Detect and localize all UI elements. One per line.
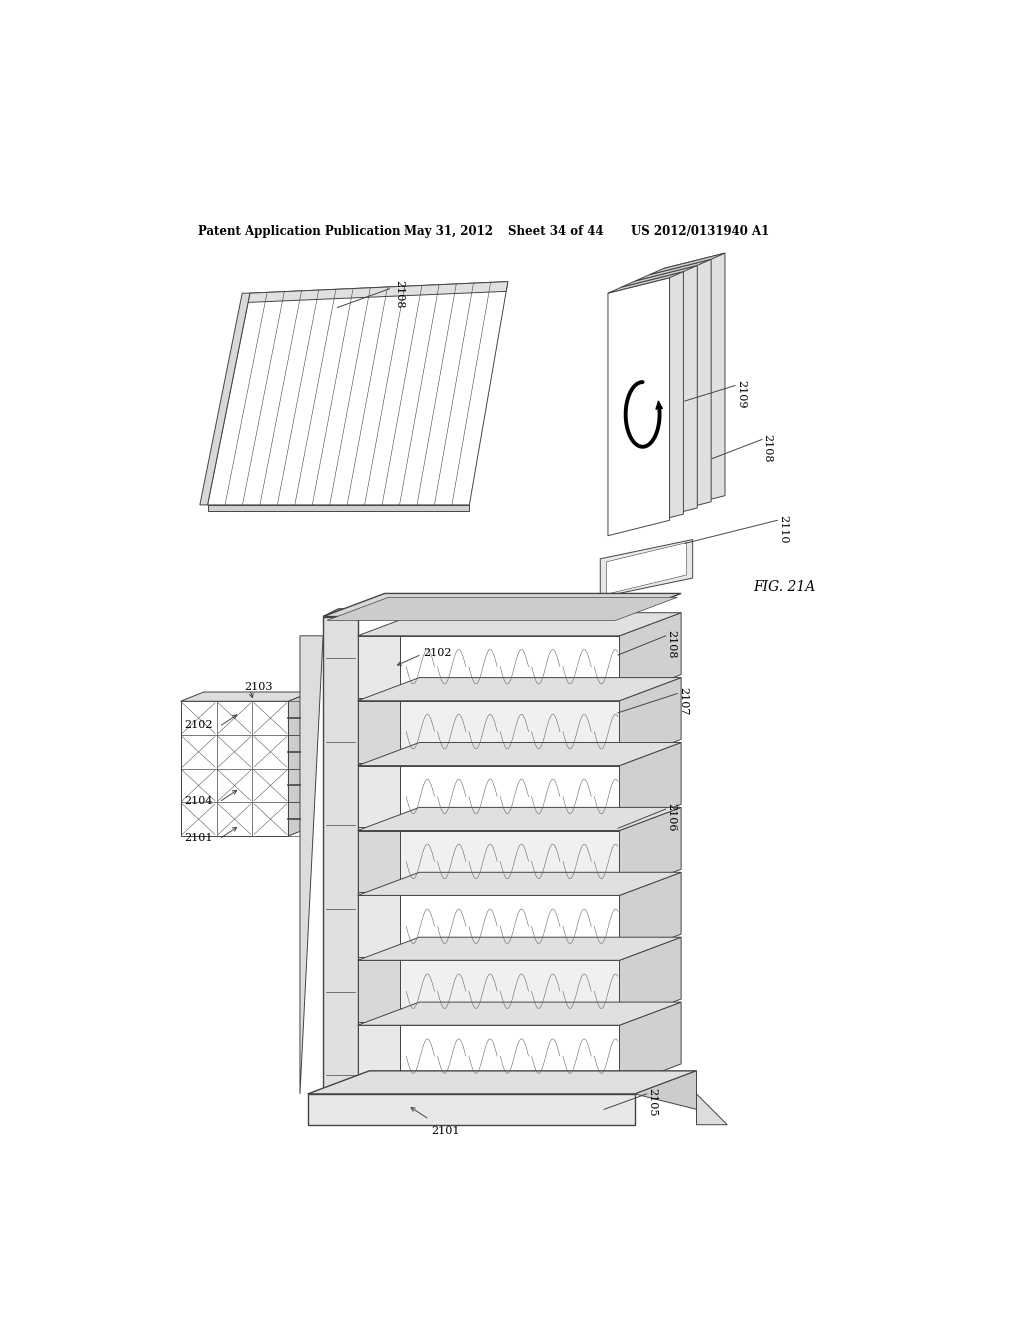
Polygon shape [248, 281, 508, 302]
Text: 2101: 2101 [431, 1126, 460, 1135]
Polygon shape [289, 692, 311, 836]
Polygon shape [357, 1026, 400, 1088]
Polygon shape [649, 259, 711, 517]
Polygon shape [620, 612, 681, 698]
Polygon shape [636, 259, 711, 281]
Polygon shape [357, 742, 681, 766]
Polygon shape [208, 506, 469, 511]
Polygon shape [620, 742, 681, 828]
Polygon shape [400, 636, 620, 698]
Polygon shape [323, 616, 357, 1117]
Text: 2102: 2102 [423, 648, 452, 659]
Text: 2105: 2105 [647, 1088, 657, 1117]
Text: Sheet 34 of 44: Sheet 34 of 44 [508, 226, 603, 239]
Polygon shape [608, 277, 670, 536]
Text: 2102: 2102 [184, 721, 213, 730]
Polygon shape [357, 937, 681, 961]
Polygon shape [357, 808, 681, 830]
Text: 2109: 2109 [736, 380, 745, 409]
Polygon shape [357, 612, 681, 636]
Polygon shape [606, 543, 686, 594]
Polygon shape [200, 293, 250, 506]
Polygon shape [357, 636, 400, 698]
Polygon shape [664, 253, 725, 511]
Text: 2101: 2101 [184, 833, 213, 843]
Polygon shape [357, 873, 681, 895]
Polygon shape [400, 701, 620, 763]
Polygon shape [357, 895, 400, 957]
Polygon shape [620, 873, 681, 957]
Text: 2106: 2106 [667, 803, 677, 832]
Polygon shape [307, 1094, 635, 1125]
Polygon shape [400, 895, 620, 957]
Polygon shape [620, 937, 681, 1022]
Polygon shape [400, 766, 620, 828]
Polygon shape [357, 677, 681, 701]
Polygon shape [622, 272, 683, 529]
Text: May 31, 2012: May 31, 2012 [403, 226, 493, 239]
Text: 2108: 2108 [394, 280, 403, 309]
Polygon shape [400, 1026, 620, 1088]
Polygon shape [323, 594, 681, 616]
Polygon shape [323, 609, 373, 616]
Polygon shape [307, 1071, 696, 1094]
Text: 2107: 2107 [678, 688, 688, 715]
Text: 2108: 2108 [763, 434, 773, 462]
Polygon shape [180, 692, 311, 701]
Polygon shape [600, 540, 692, 598]
Text: US 2012/0131940 A1: US 2012/0131940 A1 [631, 226, 769, 239]
Polygon shape [635, 1071, 696, 1109]
Text: FIG. 21A: FIG. 21A [753, 581, 815, 594]
Text: 2110: 2110 [778, 515, 788, 544]
Polygon shape [620, 808, 681, 892]
Text: 2103: 2103 [245, 682, 273, 692]
Text: 2108: 2108 [667, 630, 677, 659]
Text: 2104: 2104 [184, 796, 213, 807]
Polygon shape [620, 677, 681, 763]
Polygon shape [208, 281, 508, 506]
Polygon shape [622, 265, 697, 286]
Polygon shape [400, 830, 620, 892]
Polygon shape [180, 701, 289, 836]
Polygon shape [357, 830, 400, 892]
Polygon shape [327, 598, 677, 620]
Polygon shape [696, 1094, 727, 1125]
Polygon shape [357, 701, 400, 763]
Polygon shape [636, 265, 697, 524]
Polygon shape [357, 1002, 681, 1026]
Polygon shape [608, 272, 683, 293]
Polygon shape [649, 253, 725, 275]
Polygon shape [300, 636, 323, 1094]
Polygon shape [357, 766, 400, 828]
Polygon shape [620, 1002, 681, 1088]
Text: Patent Application Publication: Patent Application Publication [199, 226, 400, 239]
Polygon shape [357, 961, 400, 1022]
Polygon shape [400, 961, 620, 1022]
